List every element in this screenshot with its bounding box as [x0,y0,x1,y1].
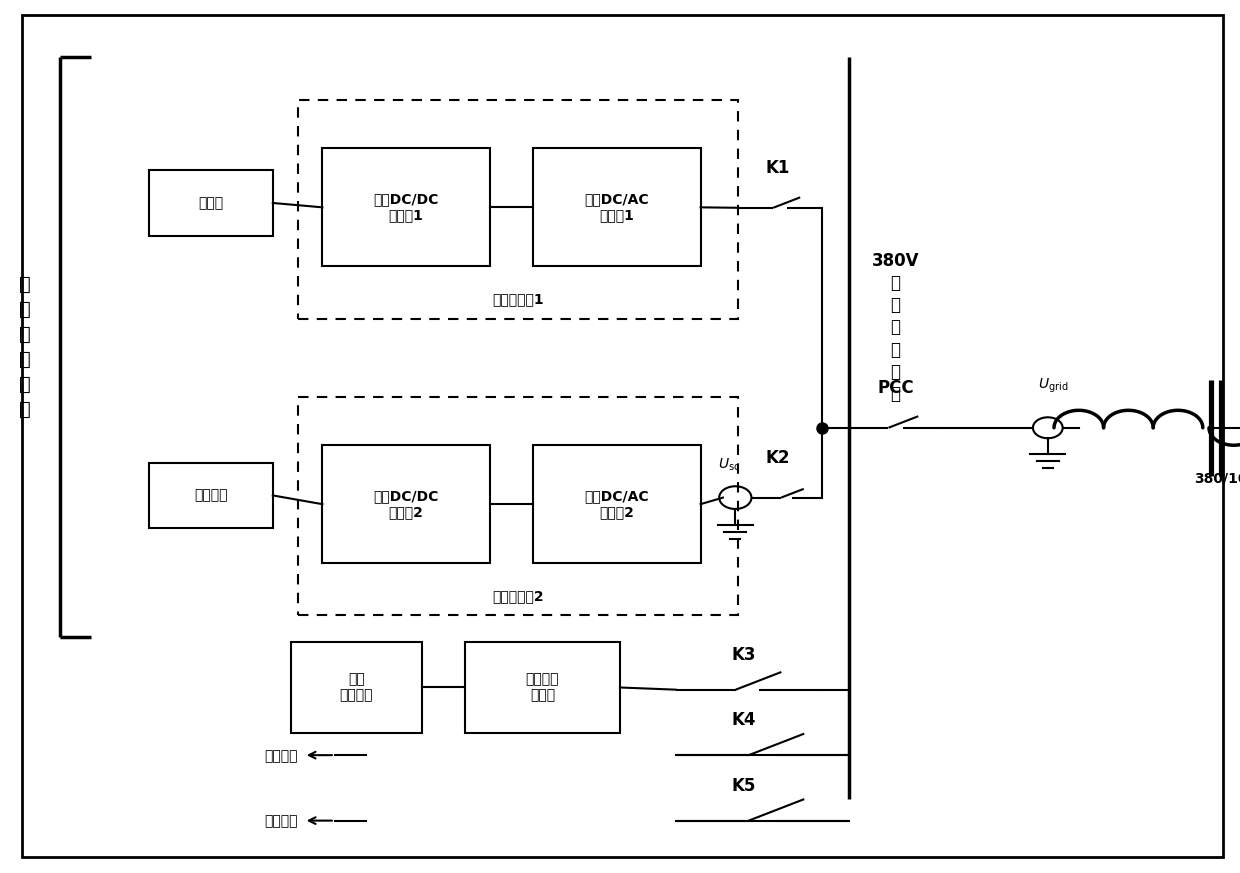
Text: 储能变流器1: 储能变流器1 [492,292,543,306]
Text: 双向DC/DC
变换器1: 双向DC/DC 变换器1 [373,192,439,223]
Text: K2: K2 [765,450,790,467]
Text: 联
合
储
能
系
统: 联 合 储 能 系 统 [19,275,31,419]
Text: K3: K3 [732,646,756,663]
Bar [533,445,701,563]
Bar [465,642,620,733]
Bar [322,445,490,563]
Text: K5: K5 [732,777,756,794]
Text: 双向DC/DC
变换器2: 双向DC/DC 变换器2 [373,489,439,519]
Bar [322,148,490,266]
Text: 普通负荷: 普通负荷 [264,815,298,828]
Bar [149,170,273,236]
Bar [298,100,738,319]
Text: 380V
公
共
交
流
母
线: 380V 公 共 交 流 母 线 [872,251,919,403]
Text: K1: K1 [765,160,790,177]
Text: 双向DC/AC
变换器1: 双向DC/AC 变换器1 [584,192,650,223]
Text: 锂电池: 锂电池 [198,196,223,210]
Text: 双向DC/AC
变换器2: 双向DC/AC 变换器2 [584,489,650,519]
Text: PCC: PCC [878,380,914,397]
Bar [298,397,738,615]
Text: 超级电容: 超级电容 [193,488,228,503]
Text: K4: K4 [732,711,756,729]
Text: $U_{\rm grid}$: $U_{\rm grid}$ [1038,377,1068,395]
Bar [533,148,701,266]
Text: 储能变流器2: 储能变流器2 [492,589,543,603]
Bar [291,642,422,733]
Text: $U_{\rm sc}$: $U_{\rm sc}$ [718,457,740,472]
Text: 光伏
发电系统: 光伏 发电系统 [340,672,373,703]
Text: 光伏并网
逆变器: 光伏并网 逆变器 [526,672,559,703]
Text: 重要负荷: 重要负荷 [264,749,298,763]
Text: 380/10kV: 380/10kV [1194,471,1240,485]
Bar [149,463,273,528]
